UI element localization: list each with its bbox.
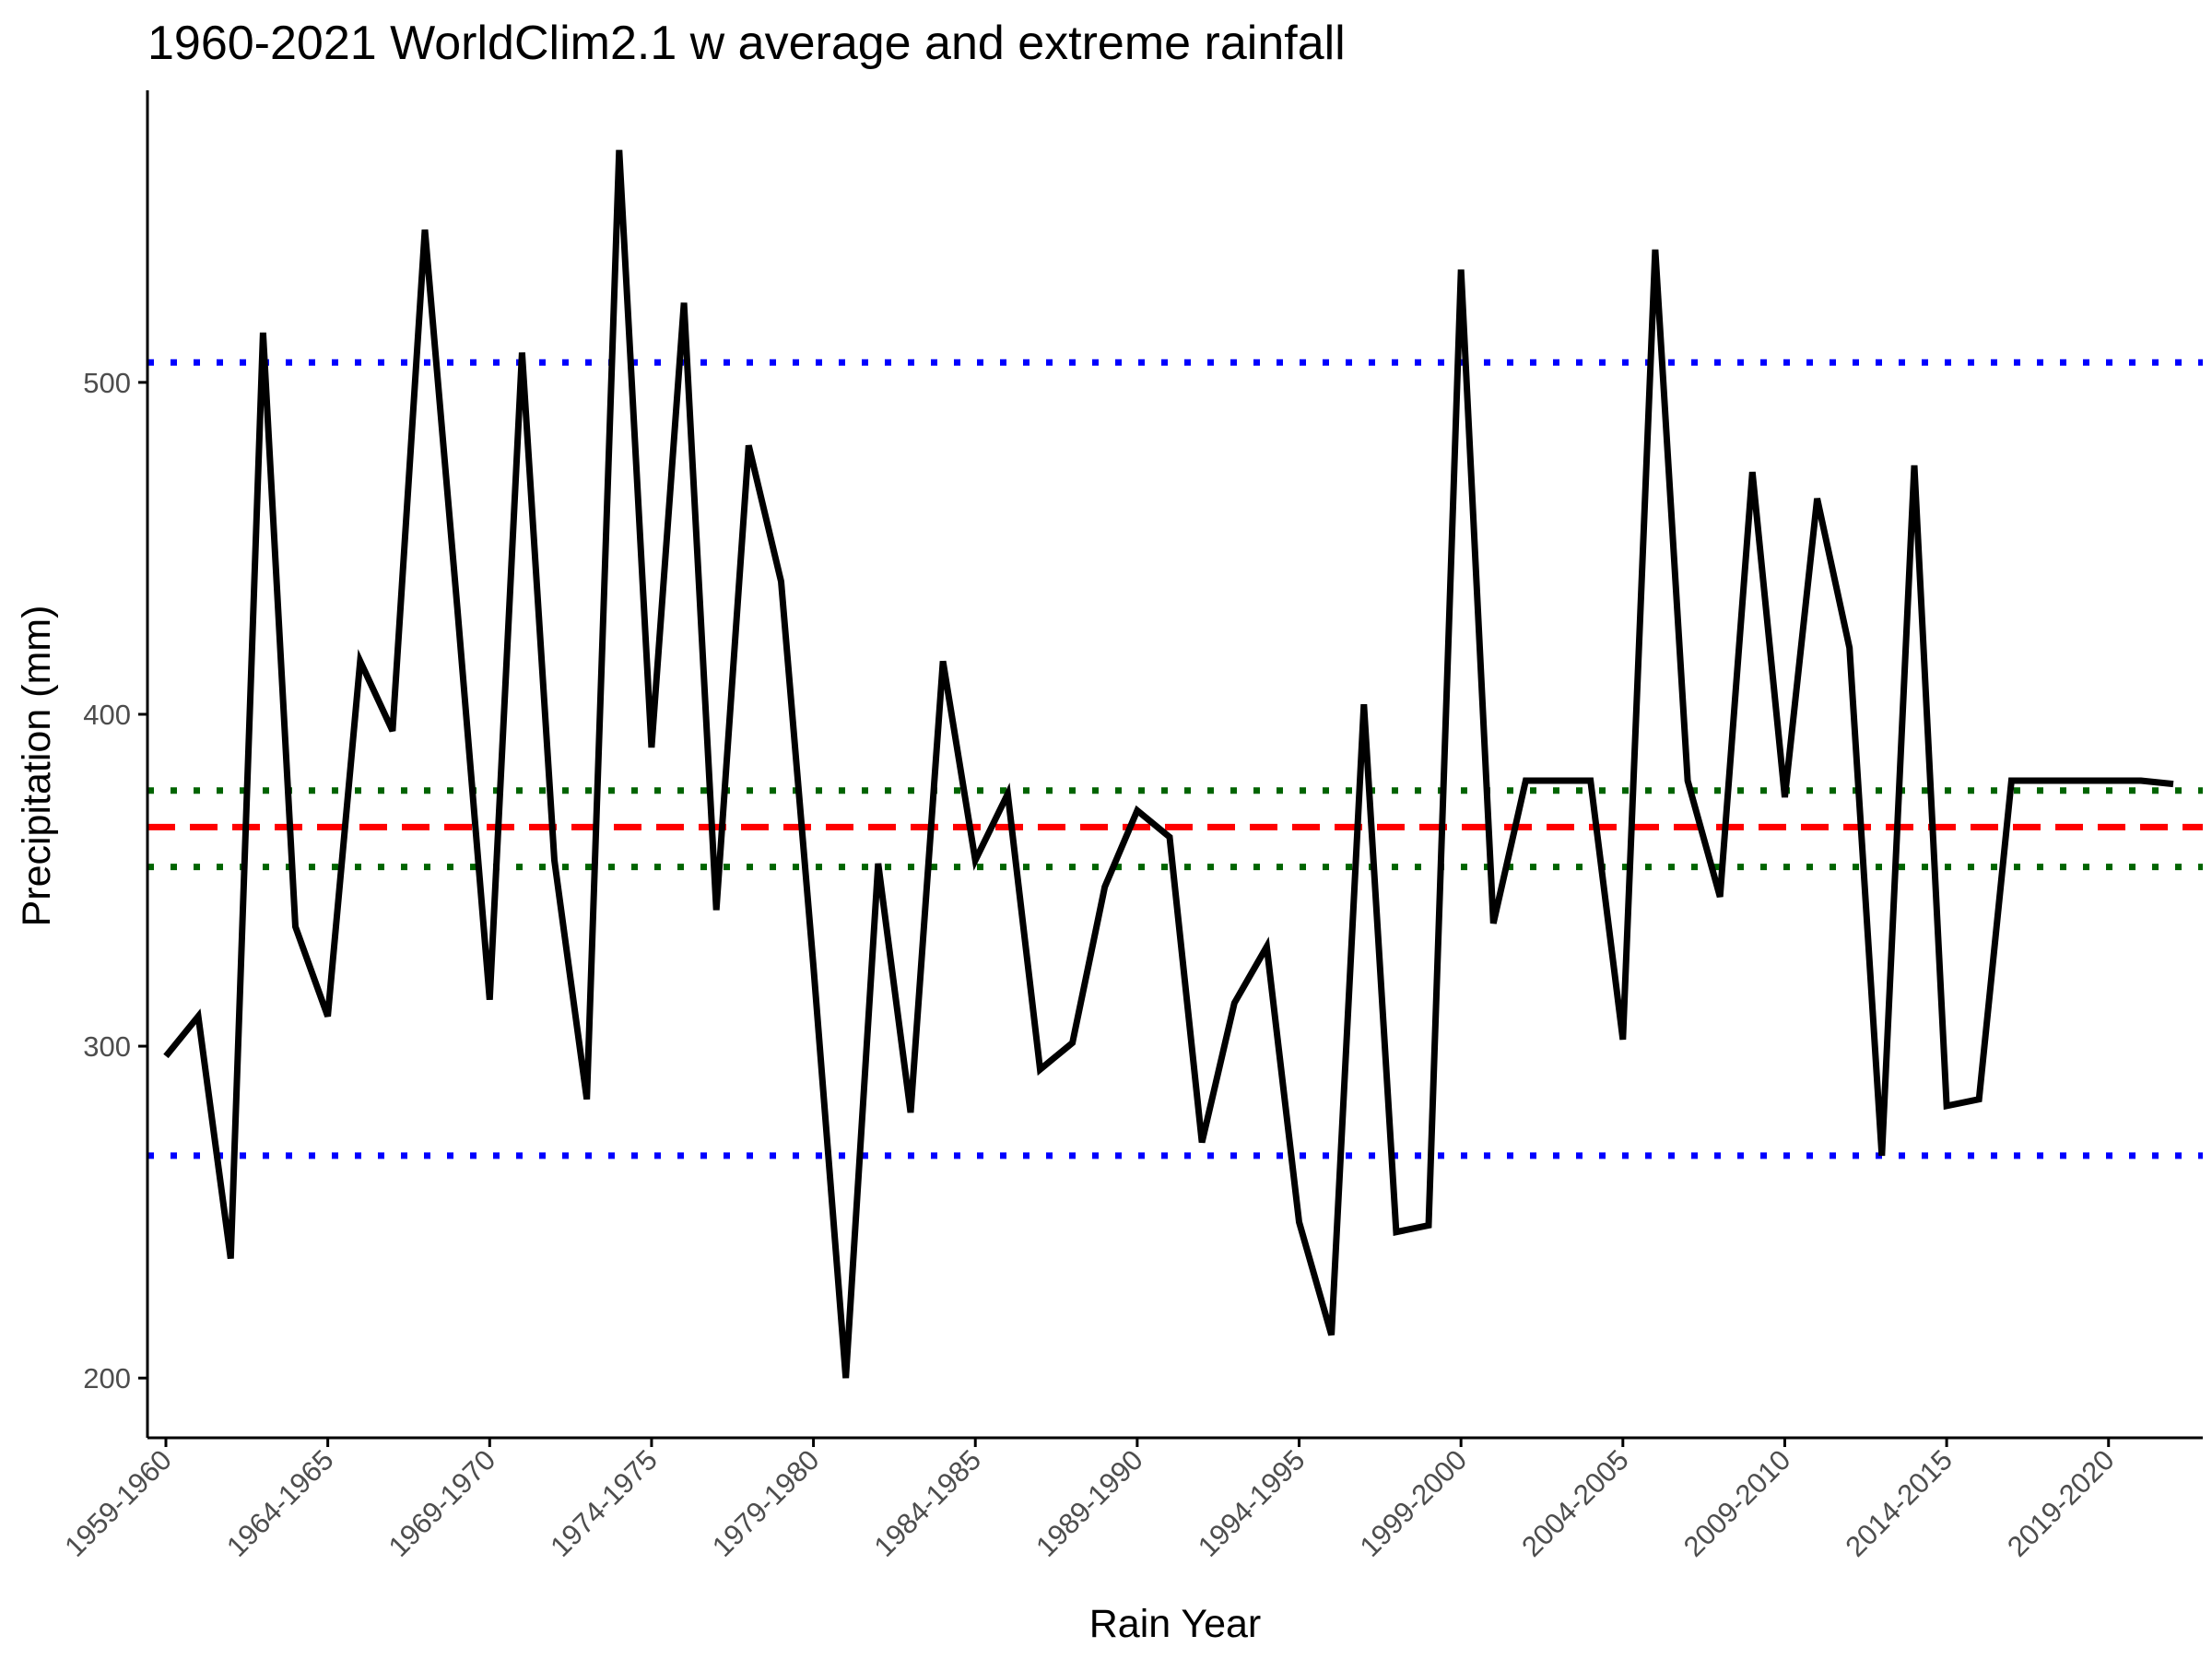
- y-axis-title: Precipitation (mm): [15, 606, 59, 927]
- y-tick-label: 300: [83, 1030, 131, 1063]
- x-tick-label: 1974-1975: [544, 1443, 664, 1563]
- x-tick-label: 1959-1960: [58, 1443, 178, 1563]
- x-tick-label: 2014-2015: [1839, 1443, 1959, 1563]
- x-tick-label: 1964-1965: [220, 1443, 340, 1563]
- y-tick-label: 200: [83, 1362, 131, 1394]
- x-tick-label: 2009-2010: [1677, 1443, 1797, 1563]
- x-tick-label: 2019-2020: [2001, 1443, 2121, 1563]
- x-tick-label: 1979-1980: [706, 1443, 826, 1563]
- x-tick-label: 1999-2000: [1354, 1443, 1474, 1563]
- y-ticks: 200 300 400 500: [83, 367, 147, 1394]
- x-ticks: 1959-1960 1964-1965 1969-1970 1974-1975 1979…: [58, 1438, 2121, 1563]
- x-axis-title: Rain Year: [1089, 1602, 1262, 1646]
- reference-lines: [147, 359, 2203, 1159]
- y-tick-label: 500: [83, 367, 131, 399]
- x-tick-label: 1984-1985: [868, 1443, 988, 1563]
- x-tick-label: 1994-1995: [1192, 1443, 1312, 1563]
- x-tick-label: 2004-2005: [1515, 1443, 1635, 1563]
- y-tick-label: 400: [83, 699, 131, 731]
- x-tick-label: 1989-1990: [1030, 1443, 1149, 1563]
- series-line: [163, 149, 2174, 1379]
- series-layer: [163, 149, 2174, 1379]
- x-tick-label: 1969-1970: [382, 1443, 502, 1563]
- axes: [146, 90, 2203, 1440]
- chart-title: 1960-2021 WorldClim2.1 w average and ext…: [147, 17, 1346, 70]
